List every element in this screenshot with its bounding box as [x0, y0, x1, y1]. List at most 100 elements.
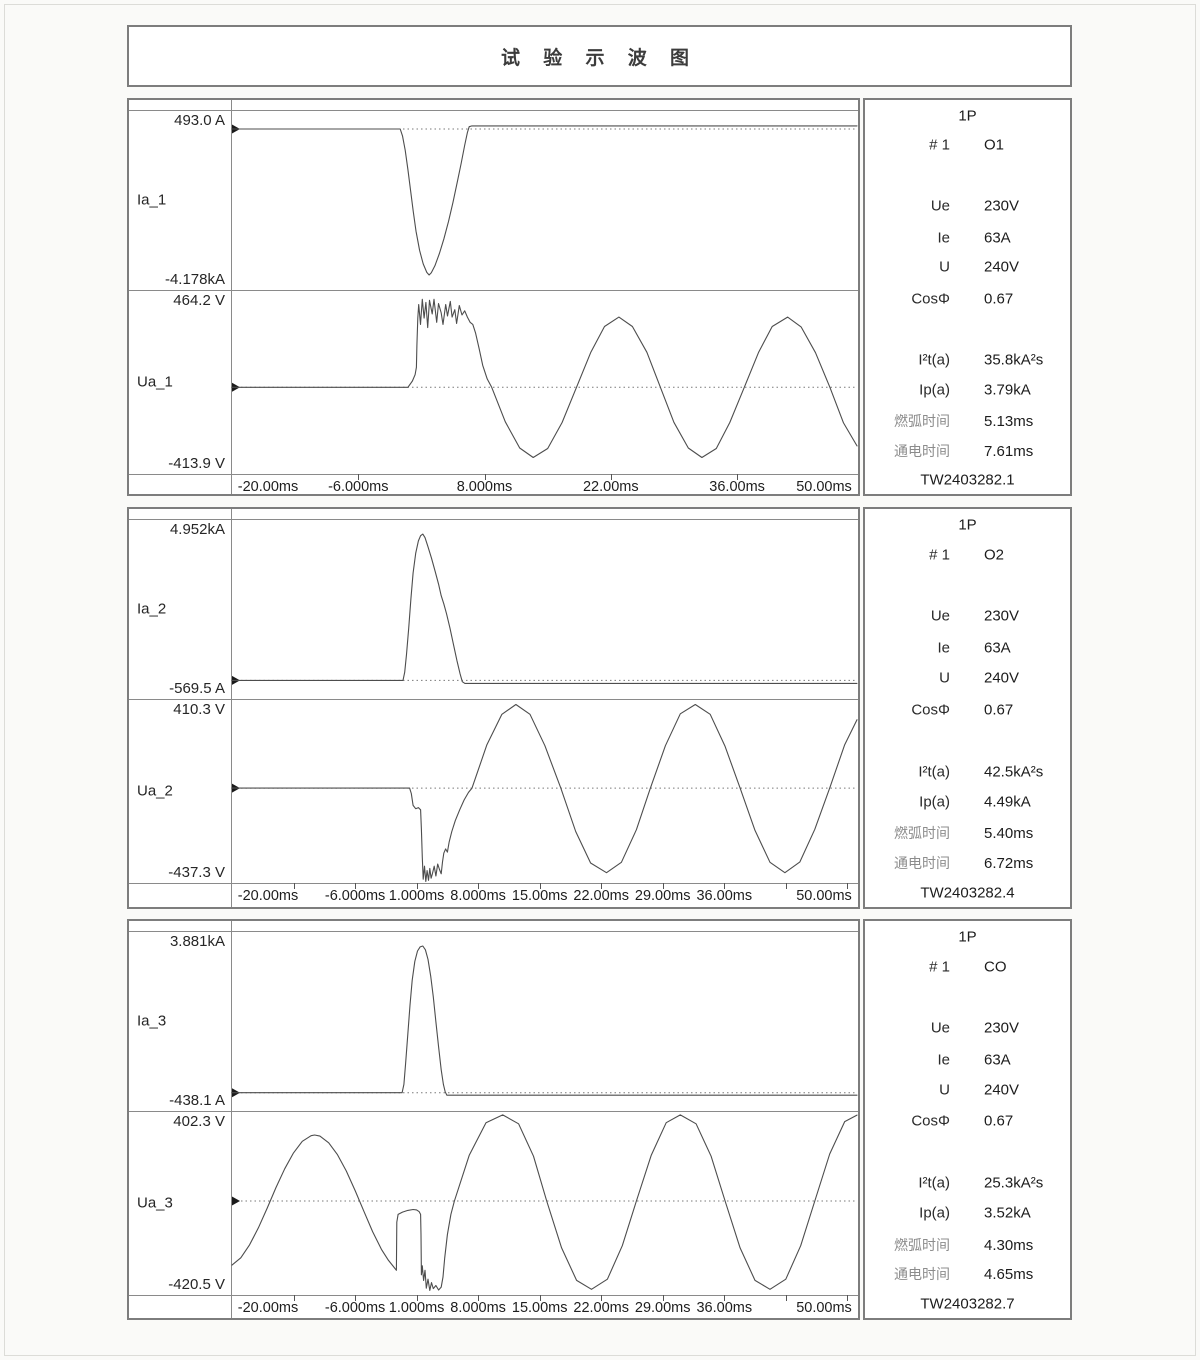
test-info-panel-co: 1P # 1 CO Ue 230V Ie 63A U 240V CosΦ 0.67 I²t…	[863, 919, 1072, 1320]
oscillogram-panel-o1: 493.0 A Ia_1 -4.178kA 464.2 V Ua_1 -413.…	[127, 98, 860, 496]
axis-label: -6.000ms	[328, 479, 389, 495]
axis-label: 8.000ms	[450, 1300, 506, 1316]
zero-marker-arrow	[232, 1196, 240, 1206]
axis-tick	[724, 1295, 726, 1301]
sample-number: # 1	[929, 136, 950, 154]
current-trace-region: 493.0 A Ia_1 -4.178kA	[129, 110, 858, 290]
axis-label: -20.00ms	[237, 888, 299, 904]
axis-tick	[601, 1295, 603, 1301]
trace-divider	[129, 290, 858, 291]
y-max-label: 493.0 A	[174, 112, 225, 129]
axis-tick	[358, 474, 360, 480]
param-label: U	[939, 669, 950, 687]
axis-label: 15.00ms	[511, 1300, 568, 1316]
axis-label: 50.00ms	[796, 888, 852, 904]
operation-code: CO	[984, 958, 1007, 976]
y-min-label: -438.1 A	[169, 1092, 225, 1109]
y-max-label: 402.3 V	[173, 1113, 225, 1130]
trace-name: Ia_2	[137, 600, 167, 618]
result-label: I²t(a)	[918, 1174, 950, 1192]
axis-label: -20.00ms	[237, 479, 299, 495]
y-max-label: 3.881kA	[169, 933, 225, 950]
trace-divider	[129, 1111, 858, 1112]
current-waveform-plot	[231, 533, 858, 685]
phase-label: 1P	[958, 107, 977, 125]
axis-label: 22.00ms	[573, 1300, 629, 1316]
arcing-time-value: 5.13ms	[984, 413, 1034, 431]
result-value: 3.79kA	[984, 381, 1031, 399]
axis-tick	[662, 883, 664, 889]
current-trace-region: 4.952kA Ia_2 -569.5 A	[129, 519, 858, 699]
result-value: 4.49kA	[984, 793, 1031, 811]
param-label: Ie	[937, 1051, 950, 1069]
arcing-time-label: 燃弧时间	[894, 825, 950, 842]
axis-label: 29.00ms	[634, 1300, 691, 1316]
page-title: 试 验 示 波 图	[500, 47, 699, 69]
param-value: 240V	[984, 258, 1020, 276]
sample-number: # 1	[929, 546, 950, 564]
conduction-time-value: 6.72ms	[984, 855, 1034, 873]
param-value: 230V	[984, 197, 1020, 215]
param-label: CosΦ	[911, 1112, 950, 1130]
voltage-trace-region: 464.2 V Ua_1 -413.9 V	[129, 290, 858, 474]
axis-tick	[355, 1295, 357, 1301]
y-min-label: -420.5 V	[168, 1276, 225, 1293]
axis-tick	[847, 883, 849, 889]
conduction-time-value: 7.61ms	[984, 442, 1034, 460]
result-label: I²t(a)	[918, 763, 950, 781]
operation-code: O1	[984, 136, 1005, 154]
current-trace-region: 3.881kA Ia_3 -438.1 A	[129, 931, 858, 1111]
axis-label: 8.000ms	[450, 888, 506, 904]
axis-label: 1.000ms	[388, 1300, 445, 1316]
axis-label: 50.00ms	[796, 479, 852, 495]
waveform-trace-Ua_2	[231, 703, 858, 882]
y-min-label: -569.5 A	[169, 680, 225, 697]
axis-tick	[293, 1295, 295, 1301]
axis-tick	[539, 883, 541, 889]
arcing-time-value: 5.40ms	[984, 825, 1034, 843]
test-info-panel-o2: 1P # 1 O2 Ue 230V Ie 63A U 240V CosΦ 0.67 I²t…	[863, 507, 1072, 909]
axis-tick	[737, 474, 739, 480]
y-max-label: 410.3 V	[173, 701, 225, 718]
label-column-divider	[231, 509, 232, 907]
axis-label: -20.00ms	[237, 1300, 299, 1316]
param-label: Ue	[930, 1019, 950, 1037]
waveform-trace-Ia_3	[231, 945, 858, 1096]
param-label: Ie	[937, 229, 950, 247]
param-value: 230V	[984, 1019, 1020, 1037]
header-strip-divider	[129, 931, 858, 932]
waveform-trace-Ua_3	[231, 1114, 858, 1291]
time-axis: -20.00ms -6.000ms 1.000ms 8.000ms 15.00ms 22.…	[232, 883, 857, 907]
trace-name: Ua_3	[137, 1194, 173, 1212]
axis-label: 36.00ms	[696, 888, 753, 904]
axis-label: 36.00ms	[696, 1300, 753, 1316]
voltage-trace-region: 402.3 V Ua_3 -420.5 V	[129, 1111, 858, 1295]
param-value: 0.67	[984, 290, 1014, 308]
waveform-trace-Ua_1	[231, 298, 858, 459]
axis-label: -6.000ms	[324, 1300, 386, 1316]
header-strip-divider	[129, 110, 858, 111]
axis-label: 1.000ms	[388, 888, 445, 904]
param-value: 0.67	[984, 701, 1014, 719]
result-value: 42.5kA²s	[984, 763, 1044, 781]
oscillogram-panel-o2: 4.952kA Ia_2 -569.5 A 410.3 V Ua_2 -437.…	[127, 507, 860, 909]
axis-label: 50.00ms	[796, 1300, 852, 1316]
trace-name: Ua_2	[137, 782, 173, 800]
result-label: Ip(a)	[919, 793, 950, 811]
result-label: Ip(a)	[919, 381, 950, 399]
time-axis: -20.00ms -6.000ms 8.000ms 22.00ms 36.00ms 50.…	[232, 474, 857, 495]
param-label: CosΦ	[911, 701, 950, 719]
arcing-time-label: 燃弧时间	[894, 1236, 950, 1253]
param-value: 63A	[984, 639, 1011, 657]
axis-tick	[662, 1295, 664, 1301]
result-value: 35.8kA²s	[984, 351, 1044, 369]
axis-label: -6.000ms	[324, 888, 386, 904]
param-label: U	[939, 1081, 950, 1099]
oscillogram-panel-co: 3.881kA Ia_3 -438.1 A 402.3 V Ua_3 -420.…	[127, 919, 860, 1320]
axis-divider	[129, 883, 858, 884]
axis-tick	[478, 883, 480, 889]
axis-tick	[610, 474, 612, 480]
axis-tick	[724, 883, 726, 889]
param-label: Ue	[930, 197, 950, 215]
title-box: 试 验 示 波 图	[127, 25, 1072, 87]
